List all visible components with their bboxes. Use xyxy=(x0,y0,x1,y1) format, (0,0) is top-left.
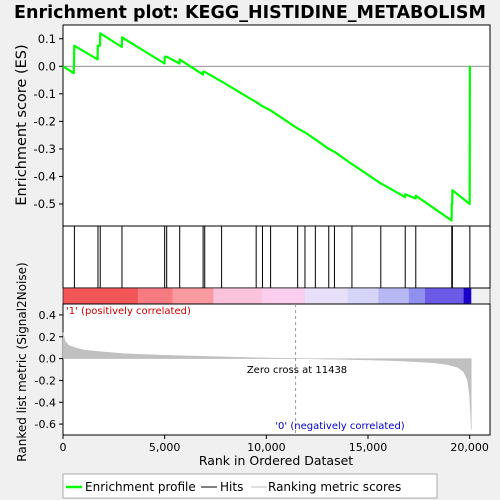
heatbar-segment xyxy=(408,288,425,304)
heatbar-segment xyxy=(63,288,139,304)
metric-y-tick-label: -0.2 xyxy=(35,374,56,387)
legend-label: Enrichment profile xyxy=(85,480,196,494)
heatbar-segment xyxy=(262,288,305,304)
ranking-metric-area xyxy=(62,332,472,430)
heatbar-segment xyxy=(347,288,379,304)
metric-y-tick-label: 0.0 xyxy=(39,353,57,366)
hits-panel-frame xyxy=(62,225,491,289)
x-tick-label: 20,000 xyxy=(450,441,489,454)
heatbar-segment xyxy=(378,288,409,304)
es-y-tick-label: 0.0 xyxy=(38,59,56,73)
es-y-tick-label: -0.2 xyxy=(34,114,56,128)
zero-cross-label: Zero cross at 11438 xyxy=(247,365,347,376)
legend-box xyxy=(62,473,438,499)
es-y-tick-label: -0.5 xyxy=(34,197,56,211)
metric-y-tick-label: 0.2 xyxy=(39,331,57,344)
metric-y-tick-label: 0.4 xyxy=(39,309,57,322)
es-y-axis-label: Enrichment score (ES) xyxy=(14,44,30,205)
x-tick-label: 15,000 xyxy=(349,441,388,454)
x-tick-label: 0 xyxy=(60,441,67,454)
heatbar-segment xyxy=(172,288,214,304)
negative-correlation-label: '0' (negatively correlated) xyxy=(275,421,404,432)
metric-y-axis-label: Ranked list metric (Signal2Noise) xyxy=(15,262,29,461)
chart-title: Enrichment plot: KEGG_HISTIDINE_METABOLI… xyxy=(14,3,486,23)
positive-correlation-label: '1' (positively correlated) xyxy=(66,306,191,317)
metric-panel-frame xyxy=(62,303,491,436)
metric-y-tick-label: -0.4 xyxy=(35,396,56,409)
metric-y-tick-label: -0.6 xyxy=(35,418,56,431)
heatbar-segment xyxy=(213,288,263,304)
legend-label: Ranking metric scores xyxy=(268,480,401,494)
es-y-tick-label: 0.1 xyxy=(38,32,56,46)
legend-label: Hits xyxy=(220,480,243,494)
heatbar-segment xyxy=(138,288,173,304)
x-tick-label: 10,000 xyxy=(247,441,286,454)
x-tick-label: 5,000 xyxy=(149,441,181,454)
heatbar-segment xyxy=(304,288,348,304)
es-y-tick-label: -0.4 xyxy=(34,169,56,183)
enrichment-profile-line xyxy=(62,32,471,222)
es-y-tick-label: -0.3 xyxy=(34,142,56,156)
x-axis-label: Rank in Ordered Dataset xyxy=(199,453,353,468)
heatbar-segment xyxy=(463,288,472,304)
heatbar-segment xyxy=(424,288,464,304)
es-panel-frame xyxy=(62,24,491,227)
es-y-tick-label: -0.1 xyxy=(34,87,56,101)
